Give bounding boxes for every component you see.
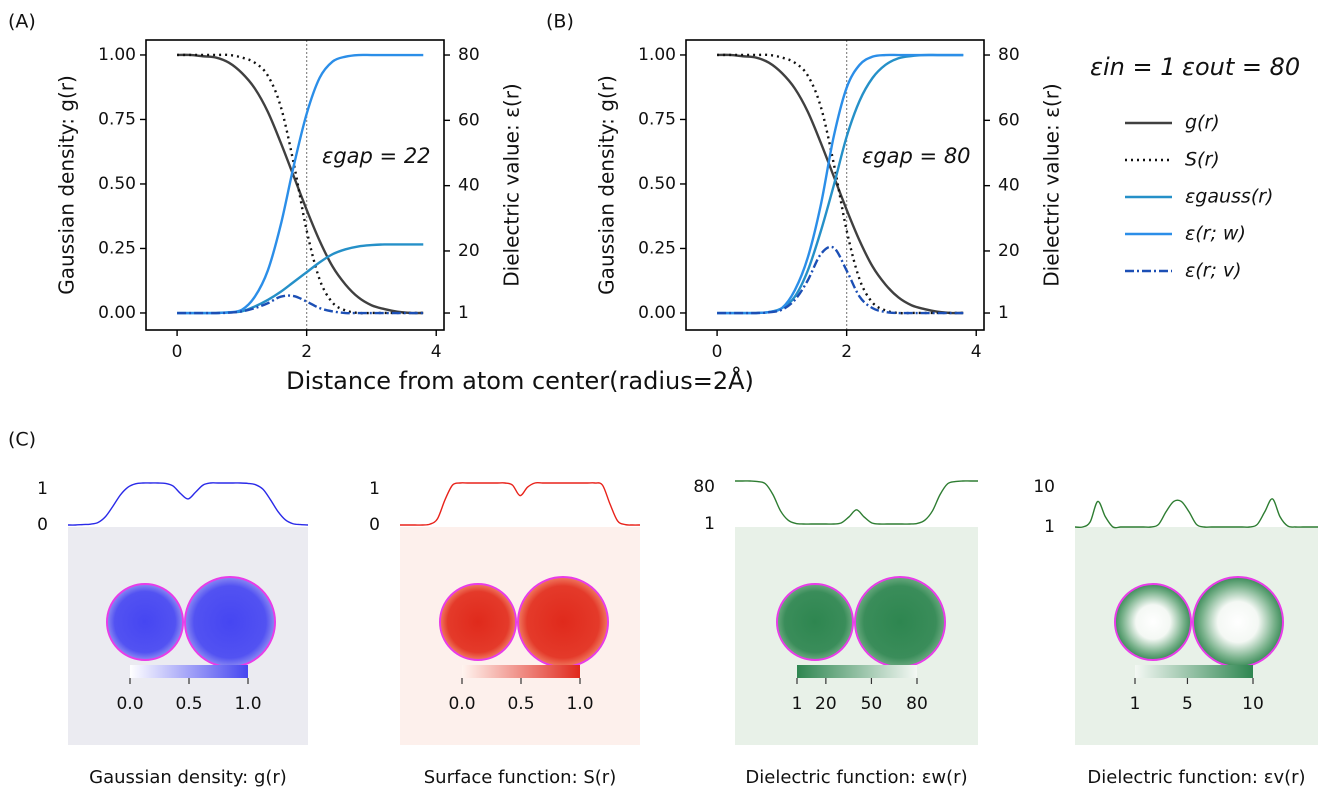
x-tick-label: 4 (431, 342, 442, 362)
annotation: εgap = 22 (322, 144, 431, 168)
image-panel (68, 527, 308, 745)
y-tick-label: 0.50 (98, 174, 136, 194)
colorbar (797, 665, 917, 678)
y-tick-label: 1.00 (98, 45, 136, 65)
colorbar-tick-label: 0.5 (175, 694, 202, 714)
y2-axis-title: Dielectric value: ε(r) (1040, 83, 1064, 286)
y2-axis-title: Dielectric value: ε(r) (500, 83, 524, 286)
colorbar (1135, 665, 1253, 678)
colorbar-tick-label: 1.0 (234, 694, 261, 714)
caption: Dielectric function: εw(r) (745, 767, 967, 788)
y-tick-label: 80 (693, 477, 715, 497)
y2-tick-label: 40 (998, 176, 1020, 196)
y-tick-label: 1.00 (638, 45, 676, 65)
plot-frame (145, 39, 445, 331)
colorbar-tick-label: 0.5 (507, 694, 534, 714)
colorbar-tick-label: 1.0 (566, 694, 593, 714)
y-axis-title: Gaussian density: g(r) (595, 75, 619, 295)
y-tick-label: 0.75 (98, 109, 136, 129)
image-panel (400, 527, 640, 745)
legend-label: g(r) (1185, 112, 1220, 134)
y-tick-label: 1 (369, 479, 380, 499)
data-line (717, 53, 964, 315)
y-tick-label: 0.25 (638, 238, 676, 258)
x-axis-title: Distance from atom center(radius=2Å) (286, 366, 754, 395)
y2-tick-label: 20 (458, 241, 480, 261)
y-tick-label: 1 (704, 514, 715, 534)
image-panel (735, 527, 978, 745)
data-line (717, 53, 964, 315)
y-tick-label: 0 (369, 515, 380, 535)
caption: Dielectric function: εv(r) (1087, 767, 1305, 788)
y-tick-label: 0 (37, 515, 48, 535)
y2-tick-label: 40 (458, 176, 480, 196)
data-line (717, 53, 964, 315)
legend-label: ε(r; w) (1185, 223, 1246, 245)
y-tick-label: 1 (37, 479, 48, 499)
colorbar-tick-label: 0.0 (116, 694, 143, 714)
annotation: εgap = 80 (862, 144, 971, 168)
profile-line (735, 480, 978, 525)
x-tick-label: 0 (172, 342, 183, 362)
legend-label: ε(r; v) (1185, 260, 1242, 282)
panel-label: (A) (8, 11, 36, 33)
y-tick-label: 0.75 (638, 109, 676, 129)
x-tick-label: 2 (301, 342, 312, 362)
colorbar-tick-label: 20 (815, 694, 837, 714)
y-tick-label: 10 (1033, 477, 1055, 497)
panel-label: (B) (546, 11, 574, 33)
panel-label: (C) (8, 429, 36, 451)
data-line (717, 53, 964, 315)
x-tick-label: 2 (841, 342, 852, 362)
data-line (177, 53, 424, 315)
y-axis-title: Gaussian density: g(r) (55, 75, 79, 295)
data-line (177, 294, 424, 315)
image-panel (1075, 527, 1318, 745)
y-tick-label: 1 (1044, 517, 1055, 537)
y-tick-label: 0.00 (638, 303, 676, 323)
colorbar (462, 665, 580, 678)
profile-line (400, 481, 641, 526)
profile-line (67, 482, 309, 526)
legend-label: S(r) (1185, 149, 1220, 171)
colorbar (130, 665, 248, 678)
colorbar-tick-label: 50 (861, 694, 883, 714)
y2-tick-label: 80 (458, 45, 480, 65)
legend-label: εgauss(r) (1185, 186, 1273, 208)
data-line (177, 53, 424, 315)
legend-title: εout = 80 (1182, 53, 1300, 81)
data-line (177, 243, 424, 315)
y-tick-label: 0.00 (98, 303, 136, 323)
colorbar-tick-label: 80 (906, 694, 928, 714)
y2-tick-label: 60 (998, 110, 1020, 130)
y-tick-label: 0.25 (98, 238, 136, 258)
caption: Surface function: S(r) (424, 767, 616, 788)
colorbar-tick-label: 10 (1242, 694, 1264, 714)
legend-title: εin = 1 (1090, 53, 1176, 81)
colorbar-tick-label: 0.0 (448, 694, 475, 714)
x-tick-label: 4 (971, 342, 982, 362)
y2-tick-label: 1 (458, 303, 469, 323)
data-line (717, 245, 964, 315)
y2-tick-label: 20 (998, 241, 1020, 261)
colorbar-tick-label: 5 (1182, 694, 1193, 714)
data-line (177, 53, 424, 315)
y-tick-label: 0.50 (638, 174, 676, 194)
caption: Gaussian density: g(r) (89, 767, 287, 788)
x-tick-label: 0 (712, 342, 723, 362)
colorbar-tick-label: 1 (792, 694, 803, 714)
y2-tick-label: 60 (458, 110, 480, 130)
profile-line (1074, 498, 1318, 529)
colorbar-tick-label: 1 (1130, 694, 1141, 714)
y2-tick-label: 1 (998, 303, 1009, 323)
y2-tick-label: 80 (998, 45, 1020, 65)
